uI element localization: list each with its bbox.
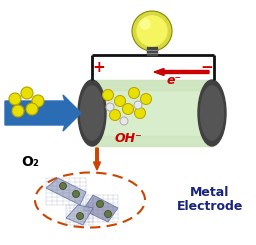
Circle shape bbox=[12, 105, 24, 117]
Text: +: + bbox=[93, 60, 105, 75]
Circle shape bbox=[32, 95, 44, 107]
Circle shape bbox=[140, 19, 150, 29]
Circle shape bbox=[134, 101, 142, 109]
Circle shape bbox=[132, 11, 172, 51]
Ellipse shape bbox=[198, 80, 226, 146]
Circle shape bbox=[123, 103, 133, 114]
Circle shape bbox=[72, 191, 80, 197]
Circle shape bbox=[120, 117, 128, 125]
Circle shape bbox=[110, 110, 121, 121]
Polygon shape bbox=[83, 195, 118, 222]
Ellipse shape bbox=[200, 86, 223, 140]
Circle shape bbox=[106, 103, 114, 111]
FancyArrow shape bbox=[93, 148, 101, 170]
Text: e⁻: e⁻ bbox=[166, 74, 182, 86]
Circle shape bbox=[134, 108, 145, 119]
FancyArrow shape bbox=[154, 69, 209, 75]
Circle shape bbox=[77, 212, 83, 220]
Text: O₂: O₂ bbox=[21, 155, 39, 169]
Bar bbox=[92, 80, 212, 90]
Text: OH⁻: OH⁻ bbox=[114, 132, 142, 145]
Circle shape bbox=[9, 93, 21, 105]
Circle shape bbox=[137, 16, 167, 46]
Ellipse shape bbox=[81, 86, 103, 140]
Polygon shape bbox=[46, 178, 86, 205]
Circle shape bbox=[59, 183, 67, 189]
Bar bbox=[92, 80, 212, 146]
Circle shape bbox=[104, 210, 112, 218]
Polygon shape bbox=[66, 205, 93, 225]
Circle shape bbox=[129, 87, 140, 98]
FancyArrow shape bbox=[5, 95, 81, 131]
Circle shape bbox=[102, 89, 113, 100]
Text: Metal: Metal bbox=[190, 185, 230, 198]
Circle shape bbox=[21, 87, 33, 99]
Circle shape bbox=[141, 94, 152, 105]
Bar bbox=[147, 47, 157, 55]
Ellipse shape bbox=[78, 80, 106, 146]
Circle shape bbox=[26, 103, 38, 115]
Text: −: − bbox=[201, 60, 213, 75]
Bar bbox=[92, 136, 212, 146]
Circle shape bbox=[97, 200, 103, 208]
Circle shape bbox=[114, 96, 125, 107]
Text: Electrode: Electrode bbox=[177, 199, 243, 212]
